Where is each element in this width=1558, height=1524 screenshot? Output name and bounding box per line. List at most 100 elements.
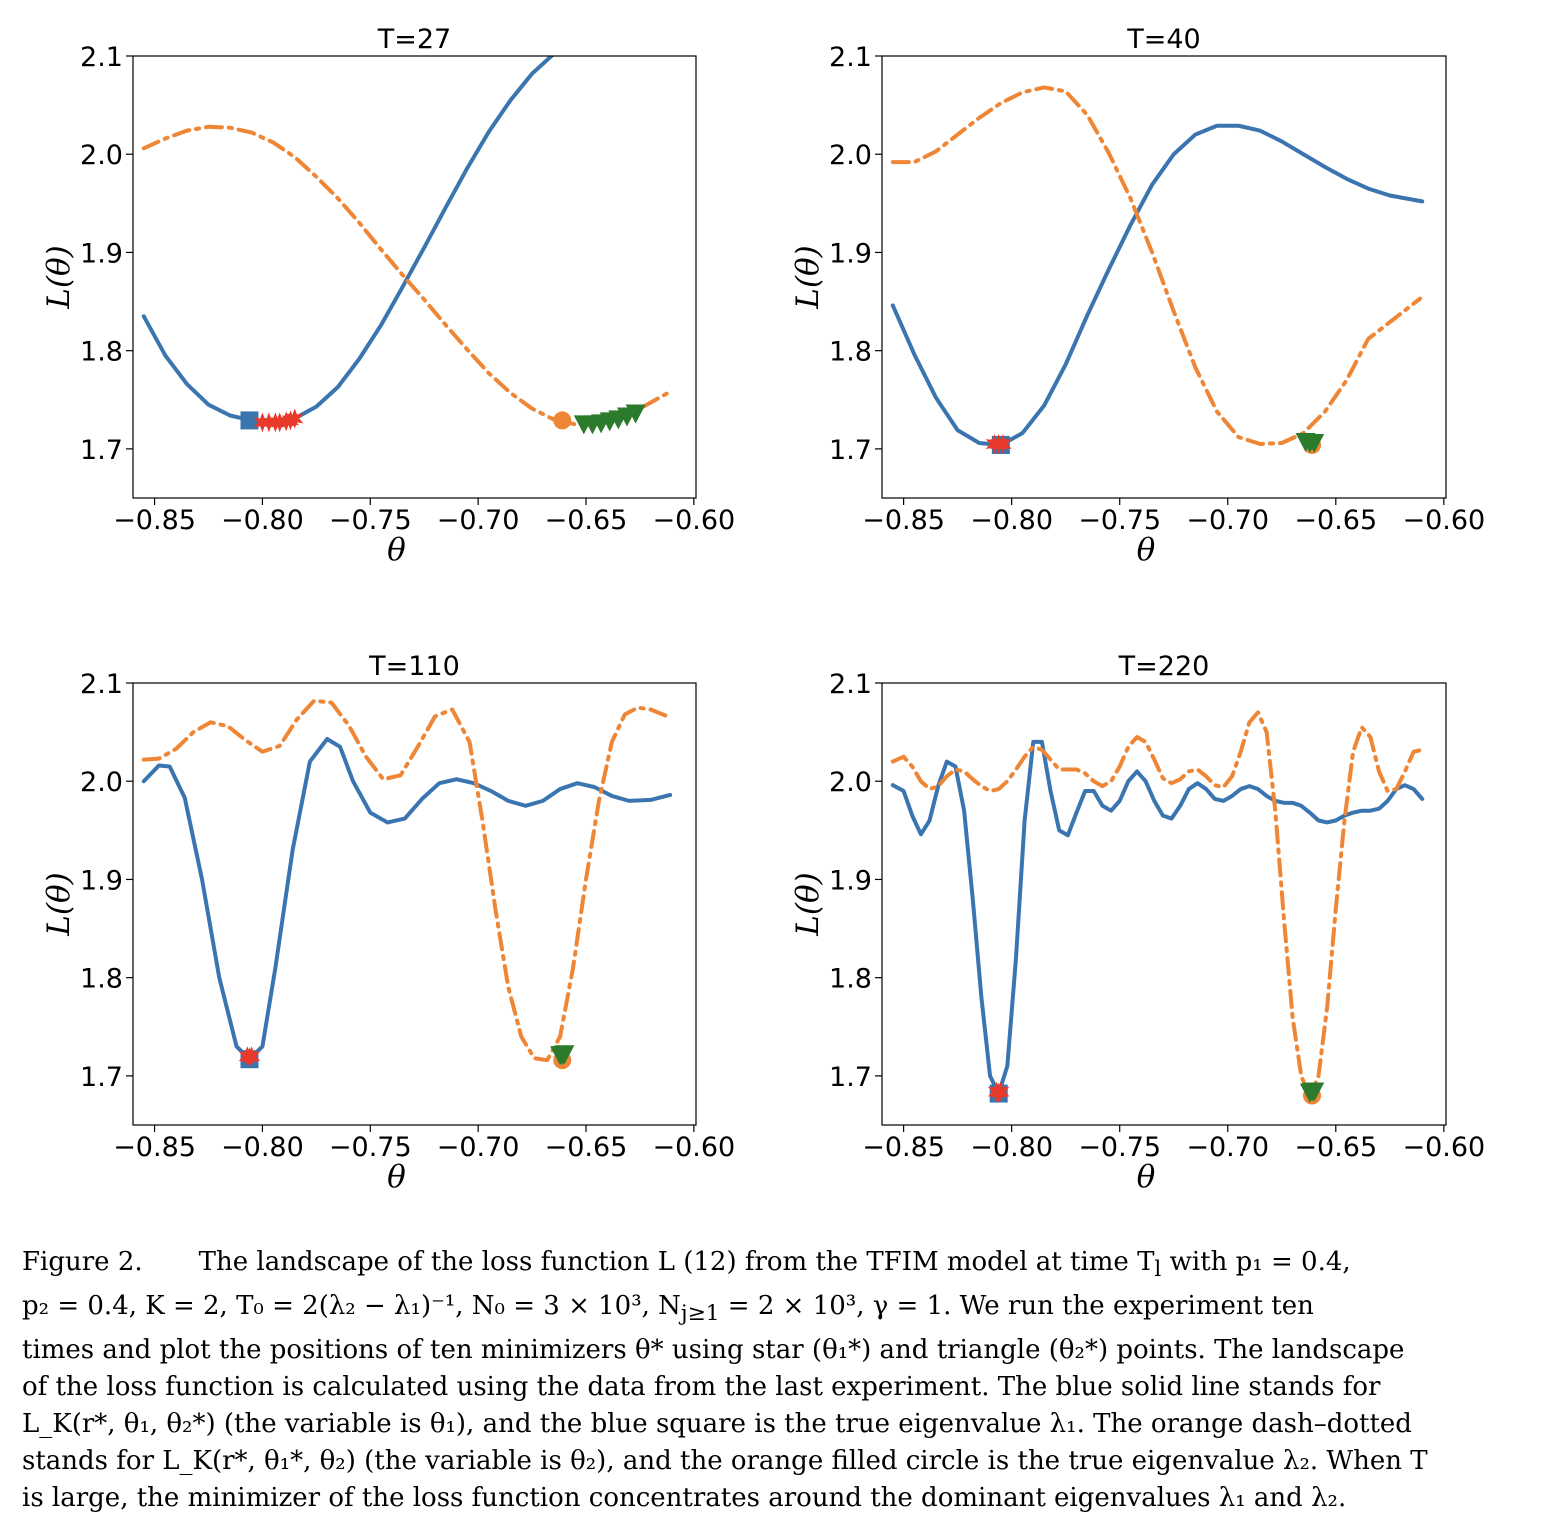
y-tick-label: 1.7: [80, 435, 123, 466]
chart-panel-4: T=220 −0.85 −0.80 −0.75 −0.70 −0.65 −0.60 1.7 1.…: [790, 651, 1485, 1195]
x-tick-label: −0.80: [970, 1132, 1053, 1163]
series-line-solid: [141, 736, 673, 1062]
x-axis-label: θ: [1137, 532, 1156, 568]
caption-text-2: p₂ = 0.4, K = 2, T₀ = 2(λ₂ − λ₁)⁻¹, N₀ =…: [22, 1291, 681, 1322]
y-tick-label: 1.8: [80, 964, 123, 995]
chart-panel-3: T=110 −0.85 −0.80 −0.75 −0.70 −0.65 −0.60 1.7 1.…: [41, 651, 735, 1195]
plot-area: [890, 85, 1425, 454]
marker-triangle: [1304, 1082, 1325, 1102]
x-tick-label: −0.60: [652, 505, 735, 536]
axes-frame: [881, 682, 1447, 1126]
x-tick-label: −0.80: [221, 1132, 304, 1163]
marker-star: [242, 1046, 261, 1067]
caption-text-2-sub: j≥1: [680, 1301, 720, 1327]
x-axis-label: θ: [387, 532, 406, 568]
series-line-dashdot: [890, 85, 1423, 446]
y-tick-label: 1.7: [829, 435, 872, 466]
x-tick-label: −0.80: [970, 505, 1053, 536]
y-tick-label: 2.1: [80, 669, 123, 700]
x-tick-label: −0.75: [329, 1132, 412, 1163]
axes-frame: [132, 682, 697, 1126]
series-line-dashdot: [141, 124, 670, 427]
chart-title: T=110: [368, 651, 460, 682]
series-line-solid: [890, 739, 1425, 1096]
y-tick-label: 1.8: [829, 337, 872, 368]
figure-caption: Figure 2. The landscape of the loss funct…: [22, 1244, 1538, 1517]
chart-title: T=220: [1118, 651, 1210, 682]
chart-panel-2: T=40 −0.85 −0.80 −0.75 −0.70 −0.65 −0.60 1.7 1.8…: [790, 24, 1485, 568]
caption-text-1-end: with p₁ = 0.4,: [1161, 1247, 1351, 1277]
x-tick-label: −0.65: [545, 1132, 628, 1163]
caption-text-2-end: = 2 × 10³, γ = 1. We run the experiment …: [719, 1291, 1314, 1322]
x-tick-label: −0.65: [545, 505, 628, 536]
y-axis-label: L(θ): [41, 245, 77, 309]
marker-star: [994, 433, 1012, 454]
marker-circle: [553, 411, 572, 430]
y-tick-label: 2.0: [829, 767, 872, 798]
x-tick-label: −0.65: [1294, 505, 1377, 536]
marker-triangle: [625, 404, 646, 424]
y-tick-label: 1.9: [829, 238, 872, 269]
x-axis-label: θ: [387, 1159, 406, 1195]
plot-area: [890, 710, 1425, 1105]
x-tick-label: −0.75: [1078, 505, 1161, 536]
series-line-solid: [890, 123, 1425, 447]
x-tick-label: −0.60: [1402, 505, 1485, 536]
y-tick-label: 1.9: [80, 238, 123, 269]
marker-star: [253, 412, 272, 433]
x-tick-label: −0.80: [221, 505, 304, 536]
caption-text-1-sub: l: [1154, 1257, 1162, 1283]
y-tick-label: 2.0: [80, 140, 123, 171]
series-line-solid: [141, 56, 555, 424]
x-tick-label: −0.70: [437, 505, 520, 536]
caption-text-1: The landscape of the loss function L (12…: [198, 1247, 1155, 1277]
caption-line-2: p₂ = 0.4, K = 2, T₀ = 2(λ₂ − λ₁)⁻¹, N₀ =…: [22, 1288, 1538, 1332]
y-tick-label: 1.9: [829, 865, 872, 896]
x-tick-label: −0.85: [862, 1132, 945, 1163]
caption-line-4: of the loss function is calculated using…: [22, 1372, 1381, 1403]
marker-star: [260, 412, 278, 433]
marker-star: [286, 408, 304, 429]
chart-panel-1: T=27 −0.85 −0.80 −0.75 −0.70 −0.65 −0.60 1.7 1.8…: [41, 24, 735, 568]
axes-frame: [132, 55, 697, 499]
axes-frame: [881, 55, 1447, 499]
x-tick-label: −0.85: [113, 1132, 196, 1163]
marker-star: [271, 412, 289, 433]
x-tick-label: −0.70: [1186, 1132, 1269, 1163]
y-tick-label: 2.0: [80, 767, 123, 798]
x-tick-label: −0.85: [862, 505, 945, 536]
plot-area: [141, 56, 670, 435]
y-tick-label: 2.1: [80, 42, 123, 73]
plot-area: [141, 698, 673, 1070]
series-line-dashdot: [141, 698, 673, 1063]
x-tick-label: −0.65: [1294, 1132, 1377, 1163]
series-line-dashdot: [890, 710, 1425, 1100]
figure-grid: T=27 −0.85 −0.80 −0.75 −0.70 −0.65 −0.60 1.7 1.8…: [41, 24, 1485, 1195]
y-tick-label: 1.8: [80, 337, 123, 368]
y-axis-label: L(θ): [41, 872, 77, 936]
y-tick-label: 1.7: [829, 1062, 872, 1093]
marker-star: [992, 1081, 1010, 1102]
x-tick-label: −0.75: [1078, 1132, 1161, 1163]
x-tick-label: −0.60: [1402, 1132, 1485, 1163]
y-tick-label: 1.7: [80, 1062, 123, 1093]
caption-line-6: stands for L_K(r*, θ₁*, θ₂) (the variabl…: [22, 1446, 1428, 1477]
chart-title: T=27: [377, 24, 451, 55]
x-tick-label: −0.60: [652, 1132, 735, 1163]
marker-triangle: [1304, 433, 1325, 453]
chart-title: T=40: [1126, 24, 1200, 55]
caption-line-3: times and plot the positions of ten mini…: [22, 1335, 1405, 1366]
y-tick-label: 1.8: [829, 964, 872, 995]
x-tick-label: −0.85: [113, 505, 196, 536]
x-tick-label: −0.70: [437, 1132, 520, 1163]
caption-line-7: is large, the minimizer of the loss func…: [22, 1483, 1347, 1514]
marker-triangle: [554, 1045, 575, 1065]
caption-line-5: L_K(r*, θ₁, θ₂*) (the variable is θ₁), a…: [22, 1409, 1412, 1440]
y-tick-label: 1.9: [80, 865, 123, 896]
y-tick-label: 2.1: [829, 669, 872, 700]
x-axis-label: θ: [1137, 1159, 1156, 1195]
y-tick-label: 2.0: [829, 140, 872, 171]
y-axis-label: L(θ): [790, 872, 826, 936]
marker-square: [240, 411, 259, 430]
caption-line-1: Figure 2. The landscape of the loss funct…: [22, 1244, 1538, 1288]
